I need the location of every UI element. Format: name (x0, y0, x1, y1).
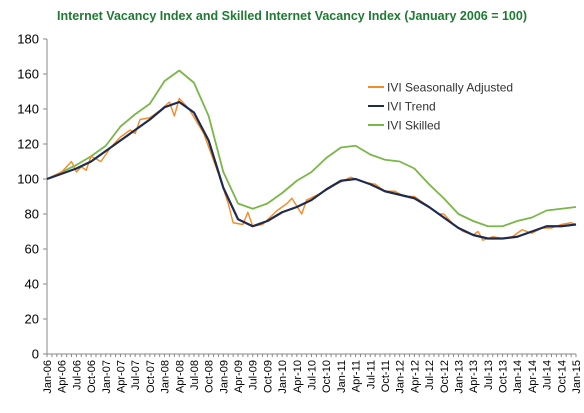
x-tick-label: Jul-13 (483, 360, 495, 390)
x-tick-label: Jan-07 (101, 360, 113, 394)
legend: IVI Seasonally Adjusted IVI Trend IVI Skil… (368, 81, 513, 133)
series-line-3 (46, 69, 577, 228)
x-tick-label: Apr-08 (174, 360, 186, 393)
y-tick-label: 140 (17, 102, 39, 117)
x-tick-label: Jul-08 (189, 360, 201, 390)
x-tick-label: Oct-10 (321, 360, 333, 393)
x-tick-label: Oct-14 (556, 360, 568, 393)
x-tick-label: Apr-12 (409, 360, 421, 393)
y-tick-label: 0 (32, 347, 39, 362)
x-tick-label: Jan-08 (160, 360, 172, 394)
x-tick-label: Jul-11 (365, 360, 377, 389)
legend-label: IVI Seasonally Adjusted (387, 81, 513, 95)
x-tick-label: Oct-12 (439, 360, 451, 393)
y-tick-label: 100 (17, 172, 39, 187)
x-tick-label: Jan-12 (395, 360, 407, 394)
x-tick-label: Jan-15 (571, 360, 583, 394)
y-tick-label: 40 (25, 277, 39, 292)
x-tick-label: Apr-06 (57, 360, 69, 393)
x-tick-label: Jan-10 (277, 360, 289, 394)
x-tick-label: Oct-09 (262, 360, 274, 393)
y-tick-label: 180 (17, 32, 39, 47)
legend-label: IVI Skilled (387, 119, 440, 133)
x-tick-label: Jul-09 (248, 360, 260, 390)
series-line-2 (46, 100, 577, 240)
x-tick-label: Jul-06 (71, 360, 83, 390)
x-tick-label: Apr-13 (468, 360, 480, 393)
chart-title: Internet Vacancy Index and Skilled Inter… (57, 9, 527, 23)
x-tick-label: Oct-13 (498, 360, 510, 393)
x-tick-label: Apr-07 (115, 360, 127, 393)
y-tick-label: 120 (17, 137, 39, 152)
x-tick-label: Jul-12 (424, 360, 436, 390)
x-tick-label: Jan-14 (512, 360, 524, 394)
x-tick-label: Oct-07 (145, 360, 157, 393)
y-tick-label: 60 (25, 242, 39, 257)
x-tick-label: Apr-09 (233, 360, 245, 393)
x-tick-label: Jan-09 (218, 360, 230, 394)
series-line-1 (46, 97, 577, 241)
x-tick-label: Apr-10 (292, 360, 304, 393)
x-tick-label: Oct-08 (204, 360, 216, 393)
x-tick-label: Jan-11 (336, 360, 348, 393)
y-tick-label: 20 (25, 312, 39, 327)
x-tick-label: Oct-11 (380, 360, 392, 392)
x-tick-label: Jan-13 (453, 360, 465, 394)
y-tick-label: 80 (25, 207, 39, 222)
x-tick-label: Oct-06 (86, 360, 98, 393)
x-tick-label: Jan-06 (42, 360, 54, 394)
x-tick-label: Jul-07 (130, 360, 142, 390)
x-tick-label: Jul-10 (307, 360, 319, 390)
legend-label: IVI Trend (387, 100, 436, 114)
x-tick-label: Apr-14 (527, 360, 539, 393)
y-tick-label: 160 (17, 67, 39, 82)
x-tick-label: Apr-11 (351, 360, 363, 392)
x-tick-label: Jul-14 (542, 360, 554, 390)
